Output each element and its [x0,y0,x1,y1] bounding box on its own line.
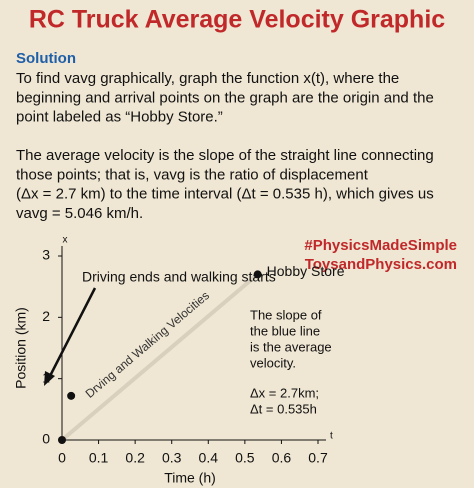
y-axis-label: Position (km) [13,307,29,389]
point-label: Driving ends and walking starts [82,269,276,285]
y-axis-symbol: x [63,235,68,246]
paragraph-line: those points; that is, vavg is the ratio… [16,166,369,183]
data-point [253,270,262,279]
paragraph-line: beginning and arrival points on the grap… [16,89,434,106]
x-tick-label: 0.3 [162,450,182,466]
paragraph-line: point labeled as “Hobby Store.” [16,109,223,126]
paragraph-line: The average velocity is the slope of the… [16,147,434,164]
x-tick-label: 0.1 [89,450,109,466]
note-line: Δt = 0.535h [250,401,317,416]
paragraph-line: To find vavg graphically, graph the func… [16,70,399,87]
note-line: Δx = 2.7km; [250,385,319,400]
data-point [67,391,76,400]
arrow [48,287,97,377]
point-label: Hobby Store [267,263,345,279]
note-line: The slope of [250,307,322,322]
note-line: the blue line [250,323,320,338]
hashtag: #PhysicsMadeSimple [304,237,457,254]
data-point [58,436,66,444]
average-velocity-line [60,272,259,442]
arrowhead [44,371,55,386]
x-tick-label: 0.4 [199,450,219,466]
x-axis-label: Time (h) [164,470,216,486]
note-line: is the average [250,339,332,354]
x-axis-symbol: t [330,431,333,442]
paragraph-line: (Δx = 2.7 km) to the time interval (Δt =… [16,186,434,203]
x-tick-label: 0 [58,450,66,466]
x-tick-label: 0.5 [235,450,255,466]
y-tick-label: 2 [42,308,50,324]
title: RC Truck Average Velocity Graphic [29,6,445,34]
x-tick-label: 0.6 [272,450,292,466]
y-tick-label: 3 [42,247,50,263]
hashtag: ToysandPhysics.com [305,256,457,273]
x-tick-label: 0.2 [125,450,145,466]
y-tick-label: 0 [42,431,50,447]
note-line: velocity. [250,355,296,370]
y-tick-label: 1 [42,369,50,385]
subtitle: Solution [16,50,76,67]
paragraph-line: vavg = 5.046 km/h. [16,205,143,222]
x-tick-label: 0.7 [308,450,328,466]
